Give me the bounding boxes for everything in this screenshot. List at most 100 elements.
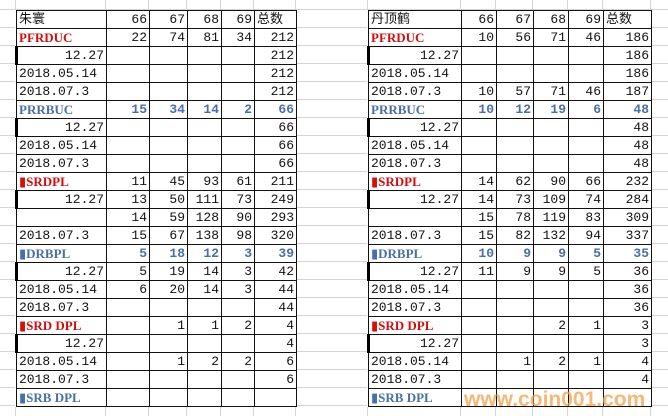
value-cell[interactable]	[149, 118, 188, 137]
value-cell[interactable]: 1	[149, 352, 188, 371]
value-cell[interactable]: 48	[603, 100, 652, 119]
value-cell[interactable]: 10	[461, 28, 497, 47]
value-cell[interactable]: 42	[254, 262, 297, 281]
value-cell[interactable]: 15	[461, 208, 497, 227]
value-cell[interactable]: 2	[221, 316, 255, 335]
value-cell[interactable]	[533, 154, 569, 173]
value-cell[interactable]	[603, 388, 652, 407]
column-header[interactable]: 总数	[603, 10, 652, 29]
value-cell[interactable]: 19	[149, 262, 188, 281]
value-cell[interactable]: 14	[187, 100, 222, 119]
value-cell[interactable]: 109	[533, 190, 569, 209]
value-cell[interactable]	[149, 136, 188, 155]
value-cell[interactable]: 81	[187, 28, 222, 47]
row-label-cell[interactable]: 12.27	[15, 118, 107, 137]
value-cell[interactable]: 284	[603, 190, 652, 209]
value-cell[interactable]: 10	[461, 244, 497, 263]
value-cell[interactable]	[496, 334, 534, 353]
row-label-cell[interactable]: 2018.05.14	[16, 64, 107, 83]
value-cell[interactable]: 132	[533, 226, 569, 245]
value-cell[interactable]: 3	[603, 316, 652, 335]
row-label-cell[interactable]: ▮SRDPL	[368, 172, 462, 191]
row-label-cell[interactable]: 2018.07.3	[368, 82, 462, 101]
value-cell[interactable]	[568, 298, 604, 317]
table-title[interactable]: 朱寰	[16, 10, 107, 29]
value-cell[interactable]	[149, 298, 188, 317]
value-cell[interactable]: 12	[496, 100, 534, 119]
row-label-cell[interactable]: PRRBUC	[16, 100, 107, 119]
value-cell[interactable]: 15	[461, 226, 497, 245]
value-cell[interactable]: 14	[461, 172, 497, 191]
value-cell[interactable]: 36	[603, 280, 652, 299]
value-cell[interactable]	[149, 46, 188, 65]
value-cell[interactable]: 15	[106, 100, 150, 119]
value-cell[interactable]: 2	[221, 100, 255, 119]
value-cell[interactable]: 119	[533, 208, 569, 227]
value-cell[interactable]: 11	[461, 262, 497, 281]
value-cell[interactable]: 5	[568, 244, 604, 263]
row-label-cell[interactable]: 2018.05.14	[368, 64, 462, 83]
row-label-cell[interactable]: 2018.07.3	[16, 82, 107, 101]
value-cell[interactable]: 90	[533, 172, 569, 191]
value-cell[interactable]: 320	[254, 226, 297, 245]
row-label-cell[interactable]: ▮SRD DPL	[16, 316, 107, 335]
row-label-cell[interactable]: 12.27	[15, 190, 107, 209]
value-cell[interactable]: 48	[603, 136, 652, 155]
value-cell[interactable]: 309	[603, 208, 652, 227]
row-label-cell[interactable]: PFRDUC	[368, 28, 462, 47]
value-cell[interactable]	[533, 298, 569, 317]
value-cell[interactable]: 73	[496, 190, 534, 209]
column-header[interactable]: 66	[106, 10, 150, 29]
value-cell[interactable]	[106, 118, 150, 137]
value-cell[interactable]	[149, 388, 188, 407]
value-cell[interactable]: 74	[568, 190, 604, 209]
value-cell[interactable]: 1	[568, 316, 604, 335]
row-label-cell[interactable]: ▮SRD DPL	[368, 316, 462, 335]
value-cell[interactable]: 74	[149, 28, 188, 47]
row-label-cell[interactable]: PFRDUC	[16, 28, 107, 47]
value-cell[interactable]: 34	[149, 100, 188, 119]
value-cell[interactable]: 39	[254, 244, 297, 263]
value-cell[interactable]	[149, 82, 188, 101]
column-header[interactable]: 69	[568, 10, 604, 29]
value-cell[interactable]: 3	[221, 262, 255, 281]
value-cell[interactable]	[221, 46, 255, 65]
value-cell[interactable]: 111	[187, 190, 222, 209]
value-cell[interactable]	[461, 334, 497, 353]
row-label-cell[interactable]: 12.27	[15, 262, 107, 281]
value-cell[interactable]	[496, 46, 534, 65]
row-label-cell[interactable]: 2018.05.14	[368, 136, 462, 155]
row-label-cell[interactable]: 12.27	[367, 334, 462, 353]
value-cell[interactable]: 90	[221, 208, 255, 227]
value-cell[interactable]: 82	[496, 226, 534, 245]
column-header[interactable]: 68	[187, 10, 222, 29]
value-cell[interactable]	[221, 64, 255, 83]
value-cell[interactable]: 36	[603, 262, 652, 281]
row-label-cell[interactable]: ▮DRBPL	[368, 244, 462, 263]
value-cell[interactable]	[568, 46, 604, 65]
value-cell[interactable]: 34	[221, 28, 255, 47]
value-cell[interactable]: 6	[568, 100, 604, 119]
row-label-cell[interactable]: 12.27	[367, 190, 462, 209]
value-cell[interactable]	[187, 154, 222, 173]
row-label-cell[interactable]: 12.27	[367, 118, 462, 137]
column-header[interactable]: 69	[221, 10, 255, 29]
value-cell[interactable]: 35	[603, 244, 652, 263]
value-cell[interactable]: 6	[254, 352, 297, 371]
value-cell[interactable]: 46	[568, 82, 604, 101]
value-cell[interactable]	[106, 334, 150, 353]
value-cell[interactable]	[533, 118, 569, 137]
value-cell[interactable]: 13	[106, 190, 150, 209]
row-label-cell[interactable]: 2018.07.3	[16, 298, 107, 317]
value-cell[interactable]: 48	[603, 154, 652, 173]
value-cell[interactable]	[106, 388, 150, 407]
value-cell[interactable]	[221, 388, 255, 407]
value-cell[interactable]	[254, 388, 297, 407]
value-cell[interactable]	[187, 388, 222, 407]
value-cell[interactable]: 12	[187, 244, 222, 263]
value-cell[interactable]	[221, 118, 255, 137]
value-cell[interactable]: 212	[254, 82, 297, 101]
value-cell[interactable]	[496, 370, 534, 389]
value-cell[interactable]: 14	[106, 208, 150, 227]
value-cell[interactable]: 4	[603, 370, 652, 389]
